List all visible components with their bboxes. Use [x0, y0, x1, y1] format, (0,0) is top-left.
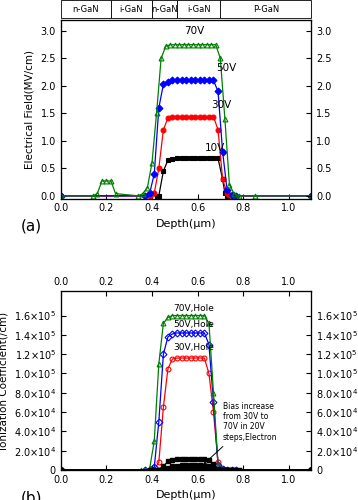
FancyBboxPatch shape: [152, 0, 177, 18]
FancyBboxPatch shape: [177, 0, 220, 18]
X-axis label: Depth(μm): Depth(μm): [156, 219, 217, 229]
Text: i-GaN: i-GaN: [187, 5, 211, 14]
Text: 50V: 50V: [216, 64, 236, 74]
FancyBboxPatch shape: [61, 0, 111, 18]
Text: n-GaN: n-GaN: [73, 5, 99, 14]
FancyBboxPatch shape: [111, 0, 152, 18]
Y-axis label: Electrical Field(MV/cm): Electrical Field(MV/cm): [25, 50, 35, 169]
Text: 10V: 10V: [204, 143, 224, 153]
Text: Bias increase
from 30V to
70V in 20V
steps,Electron: Bias increase from 30V to 70V in 20V ste…: [204, 402, 277, 464]
Text: 70V,Hole: 70V,Hole: [174, 304, 214, 312]
Y-axis label: Ionization Coefficient(/cm): Ionization Coefficient(/cm): [0, 312, 8, 450]
Text: n-GaN: n-GaN: [151, 5, 178, 14]
Text: (a): (a): [21, 218, 42, 234]
Text: 70V: 70V: [184, 26, 204, 36]
Text: 50V,Hole: 50V,Hole: [174, 320, 214, 329]
Text: 30V: 30V: [211, 100, 232, 110]
Text: P-GaN: P-GaN: [253, 5, 279, 14]
FancyBboxPatch shape: [220, 0, 311, 18]
Text: 30V,Hole: 30V,Hole: [174, 343, 214, 352]
Text: i-GaN: i-GaN: [120, 5, 143, 14]
X-axis label: Depth(μm): Depth(μm): [156, 490, 217, 500]
Text: (b): (b): [21, 490, 42, 500]
